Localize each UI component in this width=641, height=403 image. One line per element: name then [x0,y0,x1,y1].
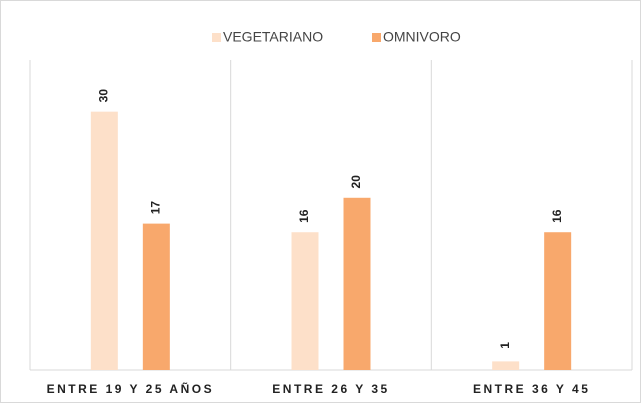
bar [343,197,371,370]
legend-swatch [372,33,381,42]
x-tick-label: ENTRE 26 Y 35 [272,382,389,396]
bar [492,361,520,370]
x-tick-label: ENTRE 19 Y 25 AÑOS [47,381,215,396]
bar [90,111,118,371]
data-label: 16 [297,209,311,223]
data-label: 20 [349,175,363,189]
x-tick-label: ENTRE 36 Y 45 [473,382,590,396]
data-label: 16 [550,209,564,223]
legend-swatch [212,33,221,42]
data-label: 30 [97,89,111,103]
bar [544,232,572,370]
legend-label: VEGETARIANO [223,29,323,45]
bar [291,232,319,370]
data-label: 17 [149,201,163,215]
bar [142,223,170,370]
data-label: 1 [498,342,512,349]
legend-label: OMNIVORO [383,29,461,45]
